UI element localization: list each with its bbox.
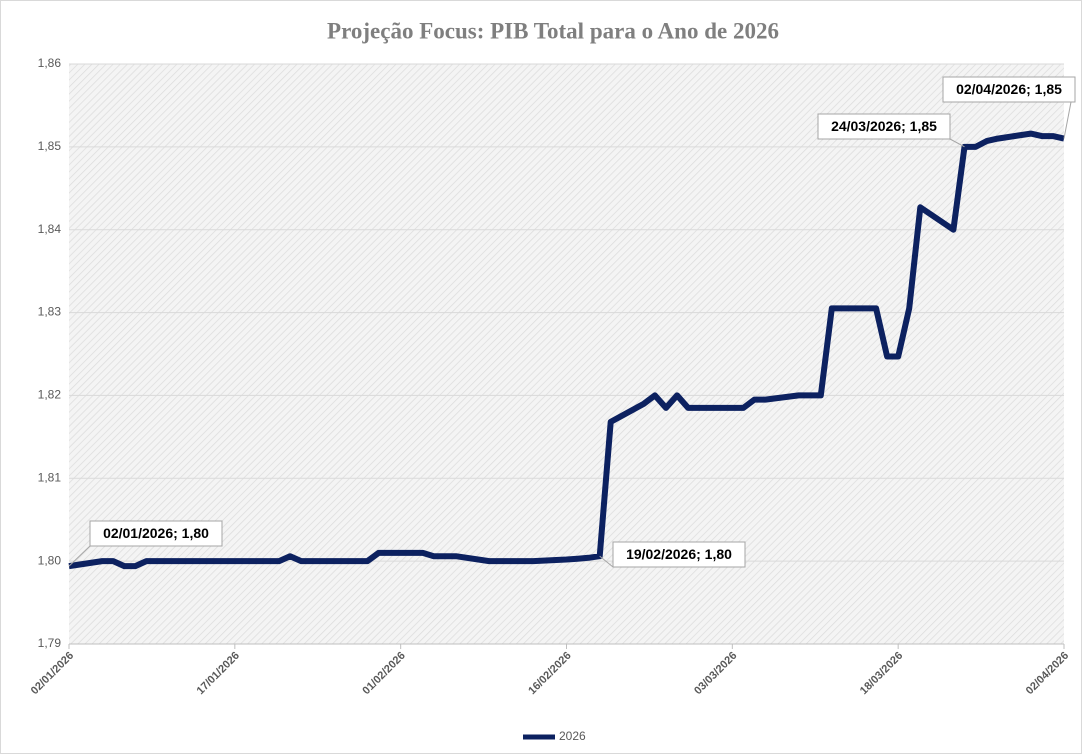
annotation: 19/02/2026; 1,80	[626, 546, 732, 562]
y-tick-label: 1,79	[38, 636, 62, 650]
annotation-box	[942, 76, 1076, 103]
annotation-leader	[68, 545, 91, 567]
annotation-leader	[949, 138, 965, 148]
annotation: 24/03/2026; 1,85	[831, 118, 937, 134]
annotation: 02/04/2026; 1,85	[956, 81, 1062, 97]
chart-title: Projeção Focus: PIB Total para o Ano de …	[327, 18, 779, 43]
legend-label: 2026	[559, 729, 586, 743]
annotation-box	[89, 520, 223, 547]
y-tick-label: 1,84	[38, 222, 62, 236]
y-tick-label: 1,83	[38, 305, 62, 319]
y-tick-label: 1,80	[38, 553, 62, 567]
annotation: 02/01/2026; 1,80	[103, 525, 209, 541]
annotation-leader	[599, 555, 614, 568]
y-tick-label: 1,85	[38, 139, 62, 153]
annotation-box	[612, 541, 746, 568]
y-tick-label: 1,86	[38, 56, 62, 70]
annotation-leader	[1063, 101, 1072, 139]
series-line	[68, 130, 1065, 570]
y-tick-label: 1,81	[38, 470, 62, 484]
y-tick-label: 1,82	[38, 388, 62, 402]
annotation-box	[817, 113, 951, 140]
